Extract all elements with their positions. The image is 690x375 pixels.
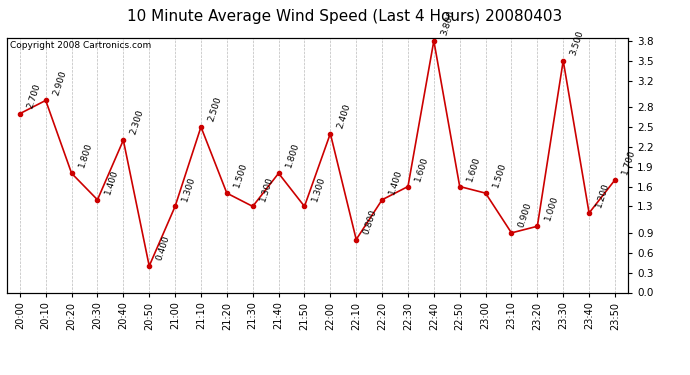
Text: 1.300: 1.300 xyxy=(258,175,275,202)
Text: 2.300: 2.300 xyxy=(129,109,146,136)
Text: 0.900: 0.900 xyxy=(517,201,533,229)
Text: 1.000: 1.000 xyxy=(543,195,560,222)
Text: 1.600: 1.600 xyxy=(465,155,482,182)
Text: 10 Minute Average Wind Speed (Last 4 Hours) 20080403: 10 Minute Average Wind Speed (Last 4 Hou… xyxy=(128,9,562,24)
Text: 1.400: 1.400 xyxy=(103,168,119,196)
Text: 2.900: 2.900 xyxy=(51,69,68,96)
Text: 1.600: 1.600 xyxy=(413,155,430,182)
Text: 1.400: 1.400 xyxy=(388,168,404,196)
Text: 1.200: 1.200 xyxy=(595,182,611,209)
Text: 2.500: 2.500 xyxy=(206,96,223,123)
Text: 0.800: 0.800 xyxy=(362,208,378,236)
Text: 3.500: 3.500 xyxy=(569,29,585,57)
Text: 1.700: 1.700 xyxy=(620,148,637,176)
Text: 0.400: 0.400 xyxy=(155,235,171,262)
Text: Copyright 2008 Cartronics.com: Copyright 2008 Cartronics.com xyxy=(10,41,151,50)
Text: 1.300: 1.300 xyxy=(310,175,326,202)
Text: 3.800: 3.800 xyxy=(440,9,456,37)
Text: 1.500: 1.500 xyxy=(233,162,249,189)
Text: 1.800: 1.800 xyxy=(284,142,301,169)
Text: 1.800: 1.800 xyxy=(77,142,94,169)
Text: 2.700: 2.700 xyxy=(26,82,42,110)
Text: 2.400: 2.400 xyxy=(336,102,353,129)
Text: 1.300: 1.300 xyxy=(181,175,197,202)
Text: 1.500: 1.500 xyxy=(491,162,508,189)
